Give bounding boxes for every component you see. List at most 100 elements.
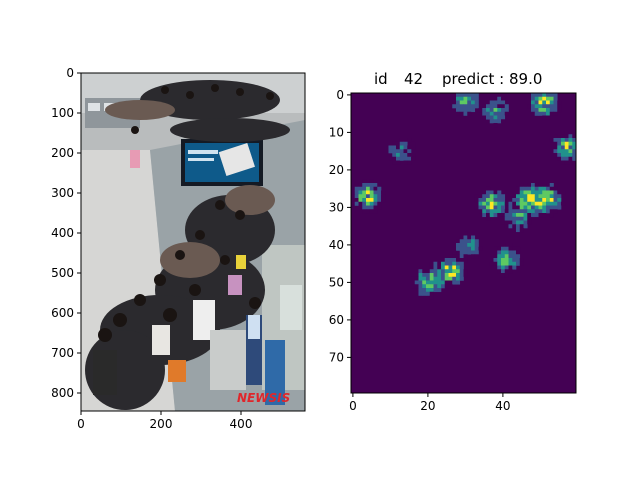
heatmap-cell (512, 213, 517, 218)
heatmap-cell (542, 186, 547, 191)
heatmap-cell (362, 186, 367, 191)
heatmap-cell (557, 190, 562, 195)
heatmap-cell (444, 269, 449, 274)
heatmap-cell (549, 213, 554, 218)
heatmap-cell (493, 198, 498, 203)
heatmap-cell (531, 190, 536, 195)
heatmap-cell (422, 291, 427, 296)
heatmap-cell (516, 250, 521, 255)
photo-x-ticks: 0 200 400 (77, 411, 252, 431)
heatmap-cell (512, 220, 517, 225)
heatmap-cell (553, 111, 558, 116)
heatmap-cell (549, 209, 554, 214)
heatmap-cell (452, 261, 457, 266)
heatmap-cell (564, 160, 569, 165)
heatmap-cell (534, 190, 539, 195)
heatmap-cell (354, 186, 359, 191)
heatmap-cell (497, 261, 502, 266)
heatmap-cell (486, 213, 491, 218)
heatmap-cell (497, 213, 502, 218)
heatmap-cell (553, 134, 558, 139)
heatmap-cell (531, 213, 536, 218)
heatmap-cell (523, 224, 528, 229)
heatmap-cell (534, 183, 539, 188)
heatmap-cell (508, 246, 513, 251)
heatmap-cell (557, 205, 562, 210)
heatmap-cell (538, 186, 543, 191)
heatmap-cell (474, 239, 479, 244)
heatmap-cell (411, 156, 416, 161)
heatmap-cell (354, 201, 359, 206)
heatmap-cell (433, 265, 438, 270)
photo-y-tick: 500 (51, 266, 74, 280)
heatmap-cell (474, 246, 479, 251)
heatmap-cell (504, 258, 509, 263)
heatmap-cell (369, 209, 374, 214)
heatmap-cell (504, 273, 509, 278)
heatmap-x-tick: 0 (349, 399, 357, 413)
heatmap-cell (534, 93, 539, 98)
heatmap-cell (463, 239, 468, 244)
heatmap-cell (504, 201, 509, 206)
heatmap-cell (418, 288, 423, 293)
heatmap-cell (463, 246, 468, 251)
heatmap-cell (568, 149, 573, 154)
heatmap-cell (358, 201, 363, 206)
heatmap-cell (486, 194, 491, 199)
heatmap-cell (392, 156, 397, 161)
heatmap-cell (377, 194, 382, 199)
heatmap-cell (467, 239, 472, 244)
heatmap-cell (508, 209, 513, 214)
heatmap-cell (538, 198, 543, 203)
heatmap-cell (471, 239, 476, 244)
heatmap-cell (546, 96, 551, 101)
heatmap-cell (538, 104, 543, 109)
heatmap-y-tick: 50 (329, 276, 344, 290)
heatmap-cell (403, 156, 408, 161)
heatmap-cell (407, 160, 412, 165)
heatmap-cell (493, 254, 498, 259)
heatmap-cell (504, 220, 509, 225)
heatmap-cell (561, 134, 566, 139)
heatmap-cell (561, 145, 566, 150)
heatmap-cell (422, 288, 427, 293)
heatmap-cell (493, 115, 498, 120)
heatmap-cell (444, 284, 449, 289)
heatmap-cell (512, 250, 517, 255)
heatmap-cell (373, 186, 378, 191)
heatmap-cell (459, 254, 464, 259)
heatmap-cell (441, 276, 446, 281)
heatmap-cell (504, 224, 509, 229)
heatmap-cell (459, 239, 464, 244)
heatmap-cell (433, 288, 438, 293)
heatmap-cell (369, 194, 374, 199)
heatmap-cell (527, 220, 532, 225)
heatmap-cell (572, 134, 577, 139)
heatmap-cell (444, 261, 449, 266)
heatmap-cell (519, 183, 524, 188)
heatmap-cell (546, 93, 551, 98)
heatmap-cell (407, 149, 412, 154)
heatmap-cell (366, 186, 371, 191)
heatmap-cell (508, 216, 513, 221)
heatmap-cell (501, 250, 506, 255)
heatmap-cell (542, 108, 547, 113)
heatmap-cell (414, 280, 419, 285)
heatmap-cell (448, 261, 453, 266)
photo-y-tick: 200 (51, 146, 74, 160)
heatmap-cell (512, 246, 517, 251)
heatmap-cell (493, 205, 498, 210)
heatmap-cell (448, 104, 453, 109)
photo-y-tick: 100 (51, 106, 74, 120)
heatmap-cell (504, 265, 509, 270)
heatmap-cell (459, 235, 464, 240)
heatmap-cell (433, 273, 438, 278)
heatmap-cell (508, 224, 513, 229)
heatmap-cell (444, 265, 449, 270)
heatmap-cell (369, 198, 374, 203)
heatmap-cell (493, 250, 498, 255)
heatmap-cell (519, 258, 524, 263)
heatmap-cell (523, 220, 528, 225)
heatmap-cell (542, 104, 547, 109)
heatmap-cell (508, 269, 513, 274)
